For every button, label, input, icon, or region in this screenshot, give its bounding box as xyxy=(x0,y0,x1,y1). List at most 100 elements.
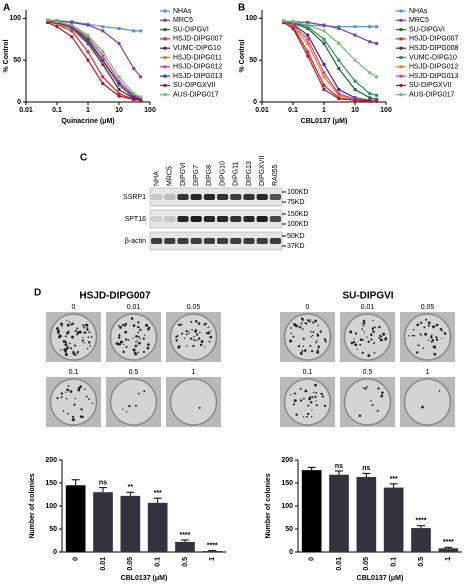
colony xyxy=(118,324,120,327)
colony xyxy=(421,405,424,409)
lane-label: DIPG13 xyxy=(246,161,253,186)
colony xyxy=(301,317,304,321)
legend-label: HSJD-DIPG012 xyxy=(409,64,459,71)
colony xyxy=(372,320,374,322)
colony xyxy=(194,320,198,323)
colony xyxy=(438,390,441,392)
colony xyxy=(354,332,358,335)
well xyxy=(283,378,332,426)
colony xyxy=(434,347,436,349)
colony xyxy=(85,323,89,327)
marker-label: 37KD xyxy=(287,243,305,250)
colony xyxy=(312,331,315,334)
colony xyxy=(147,328,150,331)
well xyxy=(403,313,452,361)
y-tick-label: 0 xyxy=(17,99,21,106)
x-tick-label: 0.1 xyxy=(288,107,298,114)
colony xyxy=(377,387,380,390)
colony xyxy=(137,392,140,395)
legend-label: HSJD-DIPG013 xyxy=(173,73,223,80)
blot-band xyxy=(269,194,281,200)
colony xyxy=(310,336,312,338)
colony xyxy=(70,347,73,350)
colony xyxy=(207,326,210,329)
dose-label: 0.01 xyxy=(127,304,141,311)
colony xyxy=(427,321,431,325)
blot-strip xyxy=(149,231,283,251)
panel-label: B xyxy=(238,3,245,14)
colony xyxy=(319,330,322,333)
colony xyxy=(123,343,125,346)
colony xyxy=(290,327,292,329)
colony xyxy=(363,321,366,325)
legend-label: HSJD-DIPG007 xyxy=(173,36,223,43)
colony xyxy=(309,344,312,347)
bar xyxy=(301,470,322,552)
colony xyxy=(69,390,73,393)
error-bar xyxy=(362,472,371,478)
colony xyxy=(119,340,123,344)
colony xyxy=(73,344,77,347)
colony xyxy=(302,337,305,340)
significance-label: ** xyxy=(128,484,134,491)
colony xyxy=(132,324,136,327)
series-line xyxy=(283,20,377,96)
colony xyxy=(143,390,146,393)
legend-marker xyxy=(163,18,167,22)
colony xyxy=(68,321,70,323)
blot-band xyxy=(164,238,176,244)
x-tick-label: 100 xyxy=(380,107,392,114)
series-line xyxy=(47,19,141,98)
error-bar xyxy=(181,539,189,542)
colony xyxy=(192,344,195,348)
blot-band xyxy=(243,238,255,244)
colony xyxy=(137,321,140,324)
colony xyxy=(362,387,364,389)
y-axis-label: % Control xyxy=(239,39,246,72)
colony xyxy=(316,333,319,335)
colony xyxy=(175,335,178,338)
colony xyxy=(371,327,375,330)
y-tick-label: 50 xyxy=(285,526,293,533)
colony xyxy=(132,348,136,352)
colony xyxy=(137,325,140,329)
data-point xyxy=(46,18,50,22)
colony xyxy=(125,411,128,413)
colony xyxy=(352,340,356,344)
blot-band xyxy=(230,216,242,222)
colony xyxy=(353,338,355,340)
panel-label: C xyxy=(80,153,87,164)
blot-band xyxy=(243,194,255,200)
colony xyxy=(362,338,364,341)
well xyxy=(109,313,158,361)
legend-marker xyxy=(399,28,403,32)
significance-label: ns xyxy=(362,465,370,472)
colony xyxy=(145,323,149,327)
legend-marker xyxy=(163,74,167,78)
blot-band xyxy=(177,216,189,222)
colony xyxy=(367,354,371,358)
series-line xyxy=(283,21,377,102)
row-label: SSRP1 xyxy=(123,194,146,201)
colony xyxy=(308,320,311,323)
colony xyxy=(204,346,206,348)
lane-label: MRC5 xyxy=(167,166,174,186)
bar xyxy=(329,474,349,552)
colony xyxy=(373,326,376,329)
colony xyxy=(86,328,89,331)
error-bar xyxy=(99,487,107,493)
legend-label: NHAs xyxy=(409,8,428,15)
colony xyxy=(433,352,437,356)
colony xyxy=(178,323,181,327)
x-tick-label: 1 xyxy=(322,107,326,114)
series-line xyxy=(47,20,141,100)
blot-band xyxy=(203,194,215,200)
colony xyxy=(349,330,353,334)
colony xyxy=(441,337,443,339)
colony xyxy=(310,401,313,404)
marker-label: 150KD xyxy=(287,211,308,218)
colony xyxy=(76,351,79,354)
legend-marker xyxy=(163,28,167,32)
colony xyxy=(200,340,204,343)
row-label: SPT16 xyxy=(125,216,147,223)
